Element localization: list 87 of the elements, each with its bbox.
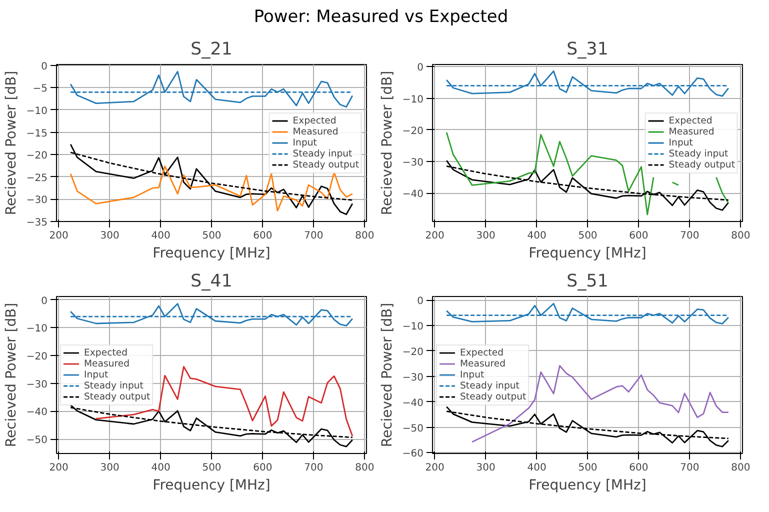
x-tick-label: 600: [629, 230, 648, 242]
x-tick-label: 300: [100, 462, 120, 474]
x-tick-label: 800: [355, 462, 374, 474]
legend-label: Expected: [84, 347, 128, 358]
x-axis-title: Frequency [MHz]: [528, 478, 646, 494]
y-axis-title: Recieved Power [dB]: [3, 70, 20, 216]
x-tick-label: 800: [731, 230, 750, 242]
legend-label: Measured: [460, 358, 506, 369]
chart-title: S_21: [190, 40, 232, 60]
y-tick-label: 0: [417, 62, 424, 74]
y-tick-label: −10: [402, 94, 424, 106]
legend-label: Expected: [668, 115, 712, 126]
y-tick-label: −35: [26, 218, 48, 228]
legend-label: Measured: [668, 126, 714, 137]
x-tick-label: 500: [578, 230, 598, 242]
x-tick-label: 600: [629, 462, 648, 474]
text: Power: Measured vs Expected: [254, 6, 508, 29]
y-axis-title: Recieved Power [dB]: [379, 302, 396, 448]
y-axis-title: Recieved Power [dB]: [3, 302, 20, 448]
x-tick-label: 800: [731, 462, 750, 474]
y-tick-label: −10: [26, 106, 48, 117]
y-tick-label: −20: [402, 346, 424, 358]
y-tick-label: −50: [26, 435, 48, 446]
legend-label: Steady output: [668, 159, 735, 170]
x-tick-label: 400: [527, 230, 546, 242]
legend-label: Steady output: [292, 159, 359, 170]
y-tick-label: −20: [26, 150, 48, 162]
x-tick-label: 400: [151, 462, 170, 474]
y-tick-label: −40: [26, 407, 48, 418]
legend-label: Input: [84, 369, 108, 380]
x-tick-label: 400: [151, 230, 170, 242]
x-axis-title: Frequency [MHz]: [152, 246, 270, 262]
legend-label: Steady input: [292, 148, 352, 159]
y-tick-label: −40: [402, 398, 424, 409]
y-tick-label: −40: [402, 189, 424, 200]
chart-title: S_31: [566, 40, 608, 60]
x-tick-label: 200: [49, 230, 68, 242]
y-tick-label: −50: [402, 423, 424, 434]
y-tick-label: −10: [26, 324, 48, 335]
legend-label: Steady output: [84, 391, 150, 402]
chart-title: S_51: [566, 272, 608, 292]
legend-label: Steady output: [460, 391, 526, 402]
x-tick-label: 300: [476, 230, 496, 242]
y-tick-label: −30: [26, 379, 48, 390]
legend-label: Steady input: [84, 380, 144, 391]
y-tick-label: −15: [26, 128, 48, 140]
x-tick-label: 400: [527, 462, 546, 474]
x-tick-label: 200: [425, 230, 444, 242]
legend-label: Input: [668, 137, 693, 148]
y-tick-label: −5: [32, 84, 48, 95]
x-tick-label: 600: [253, 230, 272, 242]
x-tick-label: 800: [355, 230, 374, 242]
x-tick-label: 500: [202, 462, 222, 474]
legend-label: Measured: [292, 126, 338, 137]
y-tick-label: −30: [402, 372, 424, 384]
legend-label: Steady input: [668, 148, 728, 159]
x-tick-label: 200: [425, 462, 444, 474]
x-tick-label: 600: [253, 462, 272, 474]
legend-label: Input: [292, 137, 317, 148]
x-tick-label: 500: [202, 230, 222, 242]
x-axis-title: Frequency [MHz]: [528, 246, 646, 262]
y-tick-label: 0: [417, 296, 424, 308]
x-tick-label: 300: [100, 230, 120, 242]
legend-label: Measured: [84, 358, 130, 369]
y-tick-label: 0: [41, 296, 48, 307]
x-tick-label: 700: [680, 462, 700, 474]
y-tick-label: −20: [402, 126, 424, 137]
x-tick-label: 700: [304, 230, 324, 242]
y-tick-label: −20: [26, 352, 48, 363]
legend-label: Input: [460, 369, 484, 380]
legend-label: Steady input: [460, 380, 520, 391]
y-tick-label: −10: [402, 322, 424, 333]
x-axis-title: Frequency [MHz]: [152, 478, 270, 494]
x-tick-label: 500: [578, 462, 598, 474]
y-axis-title: Recieved Power [dB]: [379, 70, 396, 216]
x-tick-label: 200: [49, 462, 68, 474]
chart-title: S_41: [190, 272, 232, 292]
y-tick-label: −25: [26, 172, 48, 184]
y-tick-label: −60: [402, 448, 424, 460]
legend-label: Expected: [292, 115, 336, 126]
legend-label: Expected: [460, 347, 504, 358]
x-tick-label: 700: [304, 462, 324, 474]
y-tick-label: 0: [41, 61, 48, 72]
y-tick-label: −30: [26, 195, 48, 206]
y-tick-label: −30: [402, 157, 424, 168]
x-tick-label: 300: [476, 462, 496, 474]
x-tick-label: 700: [680, 230, 700, 242]
